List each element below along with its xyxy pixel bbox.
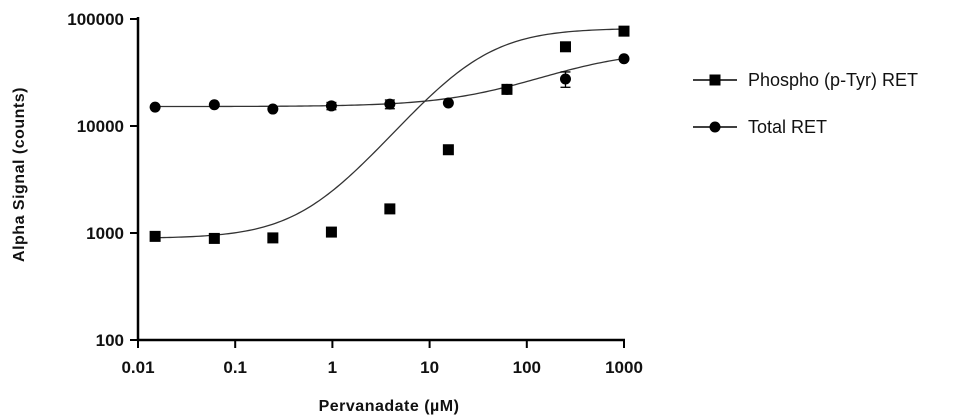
- total-ret-point: [208, 99, 220, 111]
- total-ret-point: [559, 73, 571, 85]
- phospho-ret-point: [267, 232, 279, 244]
- x-tick-label: 100: [513, 358, 541, 377]
- x-tick-label: 10: [420, 358, 439, 377]
- phospho-ret-point: [442, 144, 454, 156]
- total-ret-point: [501, 83, 513, 95]
- x-tick-label: 1: [328, 358, 337, 377]
- x-tick-label: 0.01: [121, 358, 154, 377]
- phospho-ret-point: [384, 203, 396, 215]
- y-axis-title: Alpha Signal (counts): [11, 87, 28, 262]
- total-ret-point: [325, 100, 337, 112]
- phospho-ret-legend-marker: [709, 74, 721, 86]
- x-tick-label: 0.1: [223, 358, 247, 377]
- axes: 0.01 0.1 1 10 100 1000 100 1000 10000 100000: [67, 10, 643, 377]
- phospho-ret-point: [149, 230, 161, 242]
- legend: Phospho (p-Tyr) RET Total RET: [693, 70, 918, 137]
- total-ret-point: [384, 98, 396, 110]
- y-tick-label: 1000: [86, 224, 124, 243]
- y-tick-label: 100000: [67, 10, 124, 29]
- phospho-ret-point: [208, 232, 220, 244]
- total-ret-point: [442, 97, 454, 109]
- phospho-ret-point: [559, 41, 571, 53]
- phospho-ret-point: [325, 226, 337, 238]
- total-ret-point: [618, 53, 630, 65]
- total-ret-point: [267, 103, 279, 115]
- x-tick-label: 1000: [605, 358, 643, 377]
- y-tick-label: 100: [96, 331, 124, 350]
- phospho-ret-point: [618, 25, 630, 37]
- x-axis-title: Pervanadate (µM): [319, 398, 460, 415]
- phospho-ret-fit-curve: [155, 28, 625, 239]
- phospho-ret-legend-label: Phospho (p-Tyr) RET: [748, 70, 918, 90]
- total-ret-point: [149, 101, 161, 113]
- total-ret-legend-label: Total RET: [748, 117, 827, 137]
- data-markers: [149, 25, 630, 244]
- y-tick-label: 10000: [77, 117, 124, 136]
- total-ret-legend-marker: [709, 121, 721, 133]
